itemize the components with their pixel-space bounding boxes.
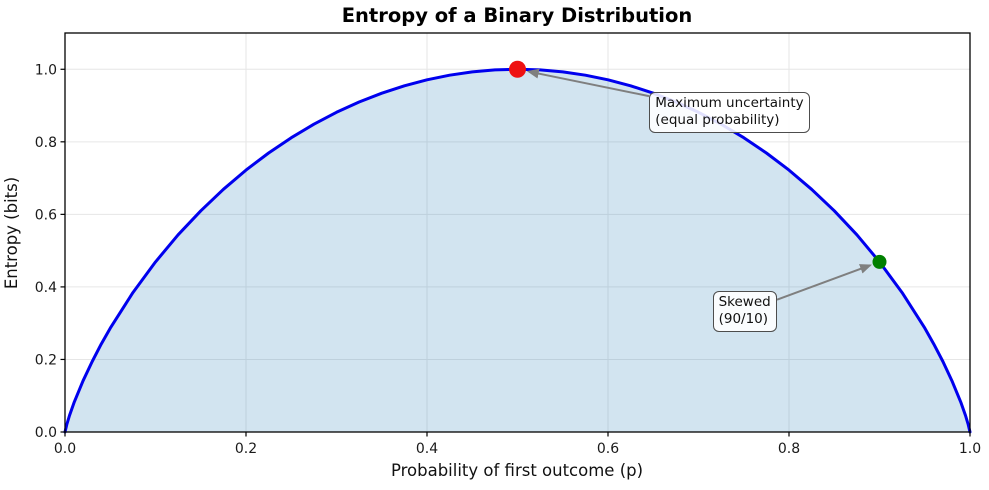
- annotation-arrow: [776, 264, 872, 301]
- chart-title: Entropy of a Binary Distribution: [342, 4, 693, 27]
- data-points: [509, 60, 887, 269]
- area-fill: [65, 69, 970, 433]
- plot-border: [64, 32, 971, 433]
- annotation-max-uncertainty: Maximum uncertainty (equal probability): [649, 91, 810, 133]
- y-tick-label: 0.2: [35, 352, 57, 368]
- annotation-text-line: (90/10): [718, 311, 769, 328]
- x-tick-label: 0.4: [416, 441, 438, 457]
- x-tick-label: 0.8: [778, 441, 800, 457]
- x-tick-label: 1.0: [959, 441, 981, 457]
- y-tick-label: 0.4: [35, 280, 57, 296]
- entropy-curve-area: [63, 67, 972, 434]
- y-tick-label: 0.8: [35, 135, 57, 151]
- annotation-text-line: Maximum uncertainty: [655, 94, 804, 111]
- y-tick-label: 0.6: [35, 207, 57, 223]
- maximum-uncertainty-point: [509, 60, 526, 78]
- skewed-point: [872, 254, 887, 269]
- x-tick-label: 0.2: [235, 441, 257, 457]
- annotation-arrows: [526, 68, 872, 301]
- annotation-skewed: Skewed (90/10): [712, 291, 777, 333]
- annotation-arrow: [526, 68, 650, 98]
- annotation-text-line: Skewed: [718, 294, 771, 311]
- x-axis-label: Probability of first outcome (p): [391, 461, 643, 480]
- x-tick-label: 0.6: [597, 441, 619, 457]
- y-tick-label: 0.0: [35, 425, 57, 441]
- y-tick-label: 1.0: [35, 62, 57, 78]
- axes: 0.0 0.2 0.4 0.6 0.8 1.0 0.0 0.2 0.4 0.6 0.8 1.0: [35, 32, 981, 457]
- annotation-text-line: (equal probability): [655, 111, 780, 128]
- x-tick-label: 0.0: [54, 441, 76, 457]
- y-axis-label: Entropy (bits): [2, 177, 21, 289]
